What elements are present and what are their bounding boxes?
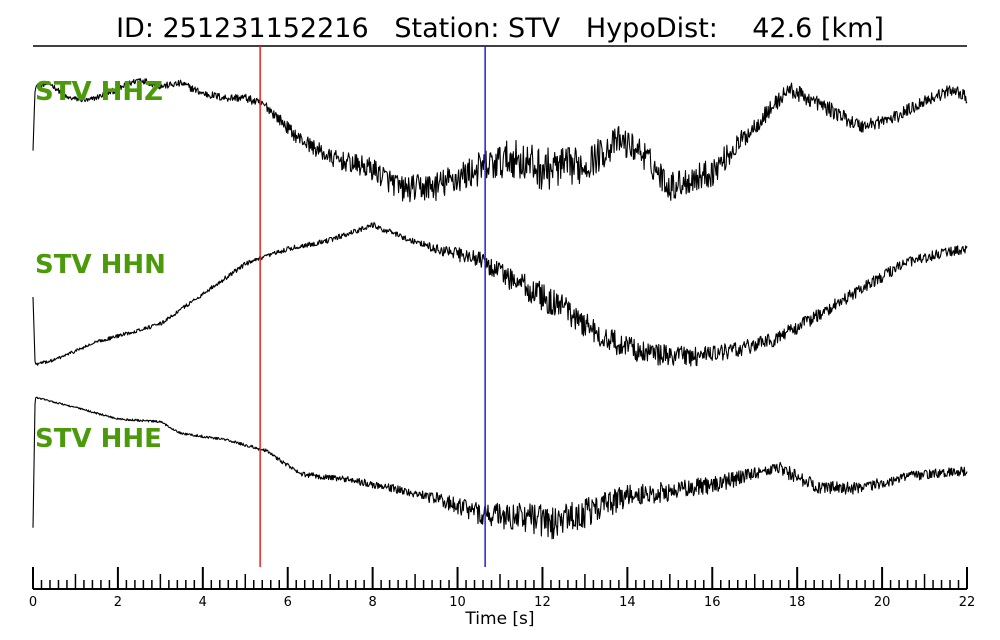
phase-markers	[259, 46, 486, 567]
trace-stv-hhn	[32, 222, 968, 367]
trace-label-stv-hhn: STV HHN	[35, 250, 166, 280]
x-tick-label: 0	[29, 595, 37, 610]
x-tick-label: 8	[368, 595, 376, 610]
trace-labels: STV HHZ STV HHN STV HHE	[35, 77, 166, 454]
time-axis: 0 2 4 6 8 10 12 14 16 18 20 22	[29, 567, 975, 610]
x-tick-label: 16	[704, 595, 721, 610]
trace-label-stv-hhz: STV HHZ	[35, 77, 163, 107]
chart-title: ID: 251231152216 Station: STV HypoDist: …	[116, 13, 884, 44]
traces-group	[32, 78, 968, 540]
x-tick-label: 18	[789, 595, 806, 610]
x-axis-label: Time [s]	[464, 609, 534, 629]
trace-label-stv-hhe: STV HHE	[35, 424, 162, 454]
trace-stv-hhz	[32, 78, 968, 203]
x-tick-label: 6	[284, 595, 292, 610]
x-tick-label: 2	[114, 595, 122, 610]
x-tick-label: 22	[959, 595, 976, 610]
x-tick-label: 4	[199, 595, 207, 610]
trace-stv-hhe	[32, 396, 968, 540]
x-tick-label: 20	[874, 595, 891, 610]
x-tick-label: 12	[534, 595, 551, 610]
x-tick-label: 14	[619, 595, 636, 610]
x-tick-label: 10	[449, 595, 466, 610]
